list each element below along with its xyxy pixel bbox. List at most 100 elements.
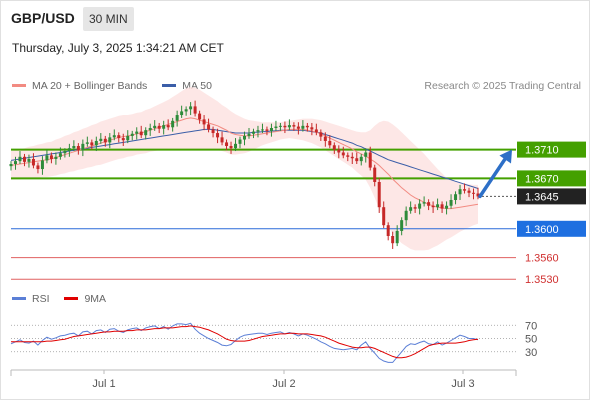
candle-body [301,125,305,129]
candle-body [108,137,112,143]
candle-body [346,155,350,157]
level-label-bg-1.3710 [517,141,586,158]
candle-body [382,207,386,226]
rsi-swatch [12,296,26,300]
candle-body [49,155,53,159]
candle-body [99,138,103,141]
candle-body [9,164,13,167]
candle-body [296,126,300,129]
candle-body [45,155,49,161]
candle-body [332,145,336,150]
candle-body [243,135,246,140]
candle-body [319,132,323,137]
candle-body [449,200,453,206]
candle-body [144,130,148,136]
forecast-arrow-line [478,152,510,199]
candle-body [265,129,269,131]
candle-body [337,149,341,153]
candle-body [103,138,107,143]
candle-body [162,125,166,129]
candle-body [54,156,58,159]
rsi-ma9-line [11,325,479,359]
candle-body [166,125,170,128]
candle-body [22,156,26,162]
candle-body [36,165,40,170]
rsi-legend: RSI 9MA [12,293,118,305]
candle-body [126,135,130,141]
candle-body [76,146,80,151]
candle-body [467,190,471,193]
candle-body [413,207,417,209]
candle-body [130,133,134,136]
candle-body [180,111,184,116]
candle-body [476,193,480,197]
timeframe-badge[interactable]: 30 MIN [83,7,134,31]
candle-body [81,143,85,151]
candle-body [153,125,157,128]
candle-body [135,131,139,134]
level-label-bg-1.3645 [517,188,586,205]
candle-body [207,124,211,130]
candle-body [368,152,372,168]
x-tick-label-0: Jul 1 [92,378,115,390]
rsi-label: RSI [32,293,50,305]
candle-body [458,189,462,195]
candle-body [112,135,116,138]
candle-body [121,138,125,141]
ma50-swatch [162,83,177,87]
candle-body [409,207,413,211]
candle-body [440,204,444,209]
candle-body [85,142,89,144]
currency-pair-title: GBP/USD [11,10,75,26]
candle-body [94,140,98,146]
header-bar: GBP/USD 30 MIN [0,0,590,36]
bollinger-band-area [11,87,478,251]
candle-body [58,153,62,157]
level-label-bg-1.3670 [517,170,586,187]
candle-body [31,158,35,166]
candle-body [225,142,229,146]
candle-body [341,152,345,156]
candle-body [175,115,179,121]
candle-body [359,156,363,162]
candle-body [278,125,282,127]
candle-body [395,230,399,244]
level-label-bg-1.3600 [517,220,586,237]
legend-item-ma20: MA 20 + Bollinger Bands [12,80,147,92]
candle-body [234,143,238,149]
chart-timestamp: Thursday, July 3, 2025 1:34:21 AM CET [12,41,224,55]
level-label-1.3600: 1.3600 [525,224,559,236]
candle-body [157,125,161,129]
candle-body [310,127,314,130]
candle-body [391,236,395,244]
candle-body [229,146,233,149]
x-tick-label-1: Jul 2 [272,378,295,390]
candle-body [27,158,31,162]
candle-body [364,152,368,157]
rsi-tick-50: 50 [525,334,537,346]
candle-body [63,151,67,154]
candle-body [189,106,193,110]
candle-body [386,225,390,236]
candle-body [216,133,220,138]
copyright-text: Research © 2025 Trading Central [424,80,581,92]
candle-body [418,203,422,209]
candle-body [292,125,296,127]
candle-body [328,140,332,146]
candle-body [139,131,143,136]
candle-body [198,113,202,120]
candle-body [193,106,197,114]
candle-body [377,182,381,208]
rsi-line [10,322,479,363]
ma9-swatch [64,296,79,300]
candle-body [314,129,318,133]
candle-body [18,156,22,162]
candle-body [463,189,467,191]
candle-body [269,128,273,131]
candle-body [274,126,278,128]
candle-body [404,210,408,221]
candle-body [431,205,435,208]
candle-body [472,192,476,194]
candle-body [40,160,44,170]
